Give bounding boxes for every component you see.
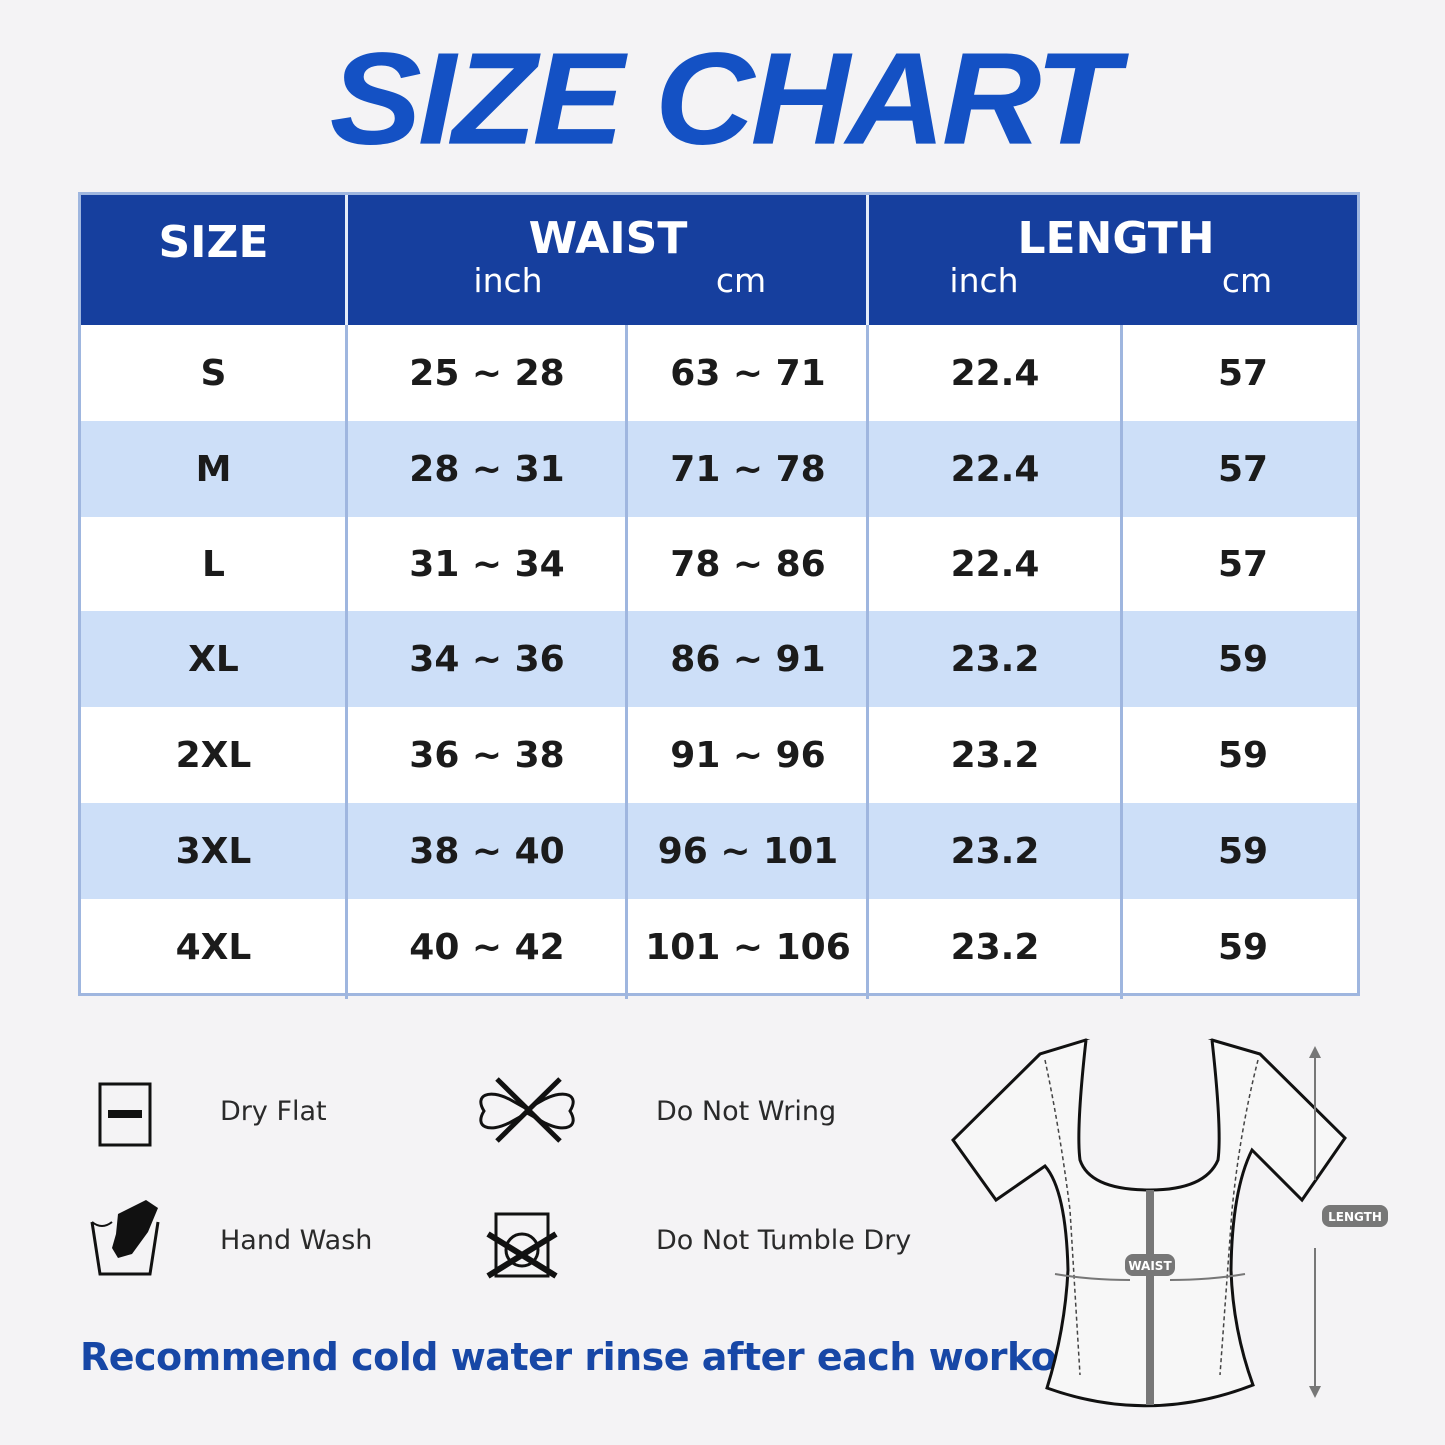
header-length: LENGTH xyxy=(1017,213,1215,264)
cell-length-cm: 57 xyxy=(1217,543,1269,585)
do-not-wring-icon xyxy=(479,1077,575,1143)
cell-length-cm: 57 xyxy=(1217,448,1269,490)
header-length-cm: cm xyxy=(1221,261,1273,300)
cell-waist-cm: 101 ~ 106 xyxy=(645,927,851,968)
header-waist: WAIST xyxy=(528,213,688,264)
garment-diagram: LENGTH WAIST xyxy=(951,1038,1388,1408)
column-divider xyxy=(866,325,869,999)
header-size: SIZE xyxy=(158,217,269,268)
cell-waist-inch: 40 ~ 42 xyxy=(409,927,565,968)
table-row: 3XL 38 ~ 40 96 ~ 101 23.2 59 xyxy=(81,803,1357,899)
page-title: SIZE CHART xyxy=(329,25,1120,173)
cell-size: M xyxy=(195,448,232,490)
table-row: XL 34 ~ 36 86 ~ 91 23.2 59 xyxy=(81,611,1357,707)
table-row: M 28 ~ 31 71 ~ 78 22.4 57 xyxy=(81,421,1357,517)
size-table: SIZE WAIST inch cm LENGTH inch cm S 25 ~ … xyxy=(78,192,1360,999)
cell-waist-cm: 71 ~ 78 xyxy=(670,448,826,490)
care-label-do-not-tumble-dry: Do Not Tumble Dry xyxy=(656,1225,912,1256)
cell-length-cm: 59 xyxy=(1217,734,1269,776)
table-row: 2XL 36 ~ 38 91 ~ 96 23.2 59 xyxy=(81,707,1357,803)
care-label-dry-flat: Dry Flat xyxy=(220,1096,327,1127)
dry-flat-icon xyxy=(98,1082,152,1147)
cell-waist-cm: 63 ~ 71 xyxy=(670,352,826,394)
waist-label: WAIST xyxy=(1128,1259,1172,1273)
table-row: S 25 ~ 28 63 ~ 71 22.4 57 xyxy=(81,325,1357,421)
cell-size: L xyxy=(202,543,225,585)
column-divider xyxy=(345,325,348,999)
cell-size: 4XL xyxy=(175,927,252,968)
cell-size: 3XL xyxy=(175,830,252,872)
table-row: L 31 ~ 34 78 ~ 86 22.4 57 xyxy=(81,517,1357,611)
cell-size: XL xyxy=(188,638,239,680)
cell-waist-inch: 34 ~ 36 xyxy=(409,638,565,680)
cell-size: S xyxy=(200,352,227,394)
cell-waist-inch: 36 ~ 38 xyxy=(409,734,565,776)
cell-waist-cm: 86 ~ 91 xyxy=(670,638,826,680)
cell-length-inch: 22.4 xyxy=(950,448,1040,490)
table-row: 4XL 40 ~ 42 101 ~ 106 23.2 59 xyxy=(81,899,1357,996)
care-label-do-not-wring: Do Not Wring xyxy=(656,1096,837,1127)
cell-waist-inch: 31 ~ 34 xyxy=(409,543,565,585)
cell-waist-inch: 25 ~ 28 xyxy=(409,352,565,394)
cell-length-inch: 23.2 xyxy=(950,927,1040,968)
cell-length-cm: 59 xyxy=(1217,830,1269,872)
cell-size: 2XL xyxy=(175,734,252,776)
length-label: LENGTH xyxy=(1328,1210,1382,1224)
header-waist-cm: cm xyxy=(715,261,767,300)
cell-length-inch: 22.4 xyxy=(950,543,1040,585)
header-waist-inch: inch xyxy=(473,261,543,300)
hand-wash-icon xyxy=(90,1200,160,1276)
cell-length-cm: 57 xyxy=(1217,352,1269,394)
care-label-hand-wash: Hand Wash xyxy=(220,1225,373,1256)
cell-length-cm: 59 xyxy=(1217,638,1269,680)
header-length-inch: inch xyxy=(949,261,1019,300)
column-divider xyxy=(625,325,628,999)
cell-waist-inch: 38 ~ 40 xyxy=(409,830,565,872)
cell-length-inch: 23.2 xyxy=(950,830,1040,872)
cell-length-cm: 59 xyxy=(1217,927,1269,968)
cell-length-inch: 23.2 xyxy=(950,734,1040,776)
cell-waist-cm: 78 ~ 86 xyxy=(670,543,826,585)
cell-length-inch: 23.2 xyxy=(950,638,1040,680)
column-divider xyxy=(1120,325,1123,999)
do-not-tumble-dry-icon xyxy=(486,1212,558,1279)
cell-length-inch: 22.4 xyxy=(950,352,1040,394)
cell-waist-inch: 28 ~ 31 xyxy=(409,448,565,490)
care-note: Recommend cold water rinse after each wo… xyxy=(80,1335,1115,1379)
cell-waist-cm: 91 ~ 96 xyxy=(670,734,826,776)
cell-waist-cm: 96 ~ 101 xyxy=(657,830,839,872)
table-header: SIZE WAIST inch cm LENGTH inch cm xyxy=(81,195,1357,325)
